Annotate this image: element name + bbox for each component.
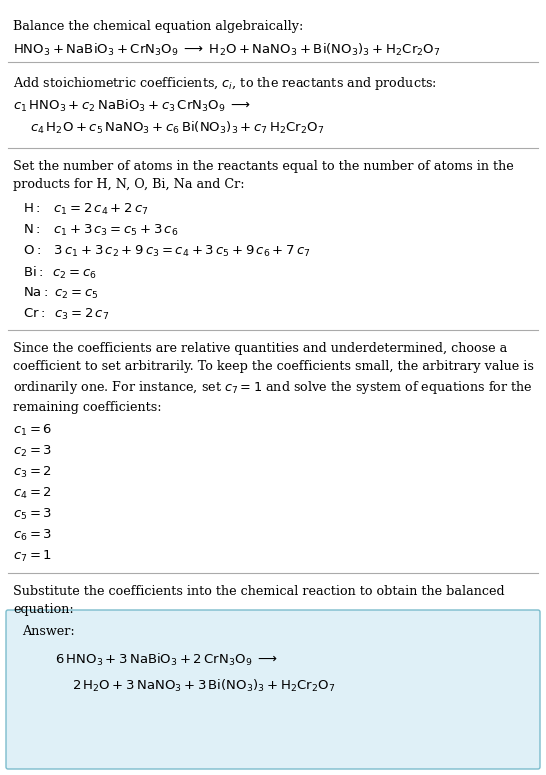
Text: $\mathrm{HNO_3 + NaBiO_3 + CrN_3O_9}\;\longrightarrow\;\mathrm{H_2O + NaNO_3 + B: $\mathrm{HNO_3 + NaBiO_3 + CrN_3O_9}\;\l… — [13, 42, 441, 58]
Text: Answer:: Answer: — [22, 625, 75, 638]
Text: Substitute the coefficients into the chemical reaction to obtain the balanced
eq: Substitute the coefficients into the che… — [13, 585, 505, 616]
Text: $6\,\mathrm{HNO_3} + 3\,\mathrm{NaBiO_3} + 2\,\mathrm{CrN_3O_9}\;\longrightarrow: $6\,\mathrm{HNO_3} + 3\,\mathrm{NaBiO_3}… — [55, 652, 278, 668]
Text: $c_2 = 3$: $c_2 = 3$ — [13, 444, 52, 459]
Text: $c_6 = 3$: $c_6 = 3$ — [13, 528, 52, 543]
Text: $c_4\,\mathrm{H_2O} + c_5\,\mathrm{NaNO_3} + c_6\,\mathrm{Bi(NO_3)_3} + c_7\,\ma: $c_4\,\mathrm{H_2O} + c_5\,\mathrm{NaNO_… — [30, 120, 324, 136]
Text: Since the coefficients are relative quantities and underdetermined, choose a
coe: Since the coefficients are relative quan… — [13, 342, 534, 414]
Text: $c_1\,\mathrm{HNO_3} + c_2\,\mathrm{NaBiO_3} + c_3\,\mathrm{CrN_3O_9}\;\longrigh: $c_1\,\mathrm{HNO_3} + c_2\,\mathrm{NaBi… — [13, 98, 251, 114]
Text: Balance the chemical equation algebraically:: Balance the chemical equation algebraica… — [13, 20, 304, 33]
Text: $\mathrm{Cr:}\;\; c_3 = 2\,c_7$: $\mathrm{Cr:}\;\; c_3 = 2\,c_7$ — [23, 307, 109, 322]
Text: Set the number of atoms in the reactants equal to the number of atoms in the
pro: Set the number of atoms in the reactants… — [13, 160, 514, 191]
Text: Add stoichiometric coefficients, $c_i$, to the reactants and products:: Add stoichiometric coefficients, $c_i$, … — [13, 75, 437, 92]
FancyBboxPatch shape — [6, 610, 540, 769]
Text: $\mathrm{Na:}\; c_2 = c_5$: $\mathrm{Na:}\; c_2 = c_5$ — [23, 286, 98, 301]
Text: $\mathrm{O:}\;\;\; 3\,c_1 + 3\,c_2 + 9\,c_3 = c_4 + 3\,c_5 + 9\,c_6 + 7\,c_7$: $\mathrm{O:}\;\;\; 3\,c_1 + 3\,c_2 + 9\,… — [23, 244, 311, 259]
Text: $2\,\mathrm{H_2O} + 3\,\mathrm{NaNO_3} + 3\,\mathrm{Bi(NO_3)_3} + \mathrm{H_2Cr_: $2\,\mathrm{H_2O} + 3\,\mathrm{NaNO_3} +… — [72, 678, 335, 694]
Text: $c_5 = 3$: $c_5 = 3$ — [13, 507, 52, 522]
Text: $\mathrm{N:}\;\;\; c_1 + 3\,c_3 = c_5 + 3\,c_6$: $\mathrm{N:}\;\;\; c_1 + 3\,c_3 = c_5 + … — [23, 223, 179, 238]
Text: $c_7 = 1$: $c_7 = 1$ — [13, 549, 52, 564]
Text: $c_1 = 6$: $c_1 = 6$ — [13, 423, 52, 438]
Text: $\mathrm{Bi:}\;\; c_2 = c_6$: $\mathrm{Bi:}\;\; c_2 = c_6$ — [23, 265, 97, 281]
Text: $c_3 = 2$: $c_3 = 2$ — [13, 465, 52, 480]
Text: $\mathrm{H:}\;\;\; c_1 = 2\,c_4 + 2\,c_7$: $\mathrm{H:}\;\;\; c_1 = 2\,c_4 + 2\,c_7… — [23, 202, 149, 217]
Text: $c_4 = 2$: $c_4 = 2$ — [13, 486, 52, 501]
